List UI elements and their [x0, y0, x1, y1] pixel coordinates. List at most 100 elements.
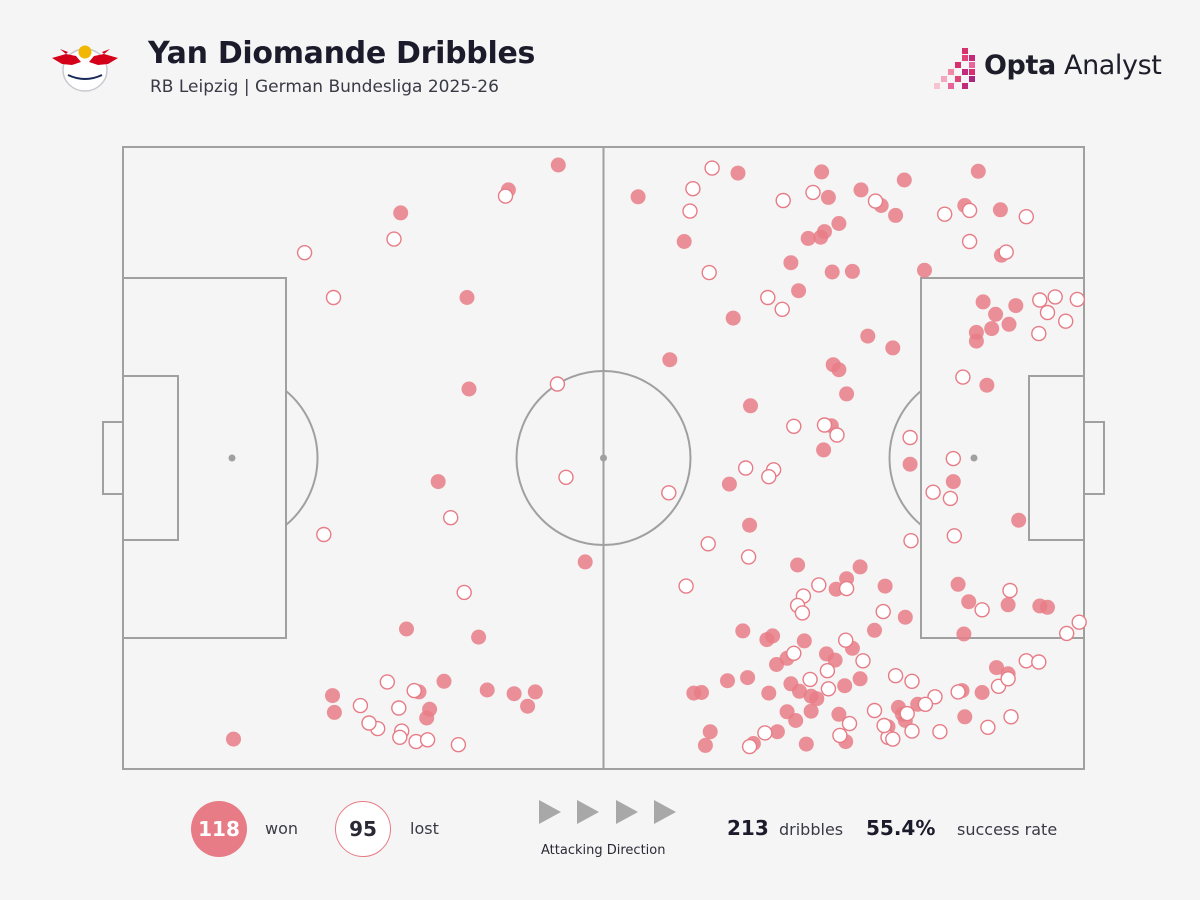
- dribble-lost-point: [1032, 292, 1048, 308]
- dribble-lost-point: [932, 724, 948, 740]
- brand-part-analyst: Analyst: [1055, 50, 1162, 81]
- dribble-lost-point: [1069, 291, 1086, 308]
- dribble-lost-point: [832, 727, 848, 744]
- dribble-won-point: [740, 670, 756, 686]
- dribble-won-point: [956, 626, 972, 642]
- dribble-won-point: [896, 172, 912, 188]
- dribble-won-point: [399, 621, 414, 637]
- dribble-won-point: [897, 609, 913, 625]
- dribble-won-point: [326, 704, 342, 720]
- dribble-won-point: [831, 216, 847, 231]
- dribble-lost-point: [855, 653, 871, 669]
- dribble-won-point: [759, 632, 775, 648]
- dribble-won-point: [479, 682, 495, 698]
- dribble-lost-point: [775, 192, 791, 209]
- triangle-right-icon: [616, 800, 638, 824]
- dribble-lost-point: [761, 469, 777, 485]
- dribble-lost-point: [549, 376, 566, 392]
- dribble-won-point: [676, 234, 692, 249]
- dribble-won-point: [459, 290, 475, 305]
- dribble-won-point: [945, 474, 961, 490]
- dribble-won-point: [730, 165, 746, 181]
- attacking-direction-label: Attacking Direction: [541, 843, 666, 858]
- rb-leipzig-crest-icon: [52, 45, 118, 92]
- dribble-won-point: [686, 685, 702, 701]
- dribble-lost-point: [805, 184, 821, 201]
- dribble-won-point: [769, 724, 785, 740]
- dribble-lost-point: [1031, 325, 1047, 342]
- dribble-won-point: [853, 182, 869, 198]
- dribble-lost-point: [820, 681, 837, 697]
- dribble-lost-point: [296, 244, 313, 261]
- right-penalty-arc: [888, 390, 922, 526]
- dribble-won-point: [888, 207, 904, 223]
- dribble-lost-point: [1018, 208, 1035, 225]
- dribble-won-point: [968, 333, 984, 349]
- triangle-right-icon: [577, 800, 599, 824]
- dribble-lost-point: [950, 684, 966, 700]
- triangle-right-icon: [654, 800, 676, 824]
- dribble-won-point: [761, 685, 777, 701]
- dribble-lost-point: [816, 417, 833, 433]
- dribble-lost-point: [682, 203, 698, 219]
- dribble-lost-point: [902, 429, 918, 446]
- dribble-lost-point: [774, 301, 790, 317]
- dribble-won-point: [839, 386, 855, 402]
- dribble-won-point: [1001, 316, 1017, 332]
- header: Yan Diomande Dribbles RB Leipzig | Germa…: [0, 0, 1200, 120]
- dribble-lost-point: [955, 369, 971, 385]
- dribble-lost-point: [497, 188, 514, 204]
- dribble-lost-point: [876, 717, 892, 734]
- dribble-won-point: [520, 698, 536, 714]
- dribble-won-point: [820, 189, 836, 205]
- centre-spot: [600, 454, 607, 462]
- dribble-lost-point: [899, 705, 915, 722]
- dribble-lost-point: [942, 490, 959, 507]
- dribble-won-point: [697, 737, 713, 753]
- dribble-won-point: [950, 576, 966, 592]
- dribble-won-point: [1011, 512, 1027, 528]
- dribble-lost-point: [740, 549, 757, 565]
- dribble-won-point: [527, 684, 543, 700]
- dribble-won-point: [837, 678, 853, 694]
- dribble-won-point: [798, 736, 814, 752]
- dribble-won-point: [902, 456, 918, 472]
- dribble-won-point: [1008, 298, 1024, 314]
- dribble-won-point: [506, 686, 522, 702]
- dribble-lost-point: [700, 536, 716, 552]
- dribble-lost-point: [786, 418, 802, 434]
- dribble-won-point: [877, 578, 893, 594]
- dribble-won-point: [1000, 597, 1016, 613]
- dribble-won-point: [430, 474, 446, 490]
- dribble-won-point: [844, 263, 860, 279]
- dribble-won-point: [989, 660, 1004, 676]
- dribble-lost-point: [794, 605, 811, 621]
- dribble-won-point: [790, 557, 806, 573]
- opta-pixel-logo-icon: [934, 48, 975, 89]
- dribble-lost-point: [838, 580, 855, 597]
- dribble-won-point: [796, 633, 812, 649]
- dribble-lost-point: [841, 715, 858, 732]
- dribble-won-point: [831, 706, 847, 722]
- left-penalty-spot: [228, 454, 236, 462]
- dribble-won-point: [393, 205, 409, 221]
- dribble-lost-point: [866, 702, 883, 719]
- dribble-lost-point: [875, 603, 891, 620]
- dribble-won-point: [800, 230, 816, 246]
- dribble-lost-point: [738, 460, 754, 476]
- dribble-lost-point: [1003, 709, 1019, 725]
- dribble-won-point: [852, 671, 868, 687]
- right-six-yard-box: [1028, 375, 1085, 541]
- pitch-markings: [102, 146, 1105, 770]
- dribble-lost-point: [406, 682, 422, 699]
- dribble-won-point: [827, 652, 843, 668]
- dribble-won-point: [975, 294, 991, 310]
- lost-count-badge: 95: [335, 801, 391, 857]
- dribble-won-point: [817, 224, 832, 240]
- dribble-lost-point: [925, 484, 941, 500]
- dribble-lost-point: [802, 671, 818, 688]
- dribble-won-point: [791, 283, 807, 299]
- dribble-lost-point: [961, 233, 978, 250]
- dribble-won-point: [792, 683, 807, 699]
- dribble-won-point: [783, 255, 799, 271]
